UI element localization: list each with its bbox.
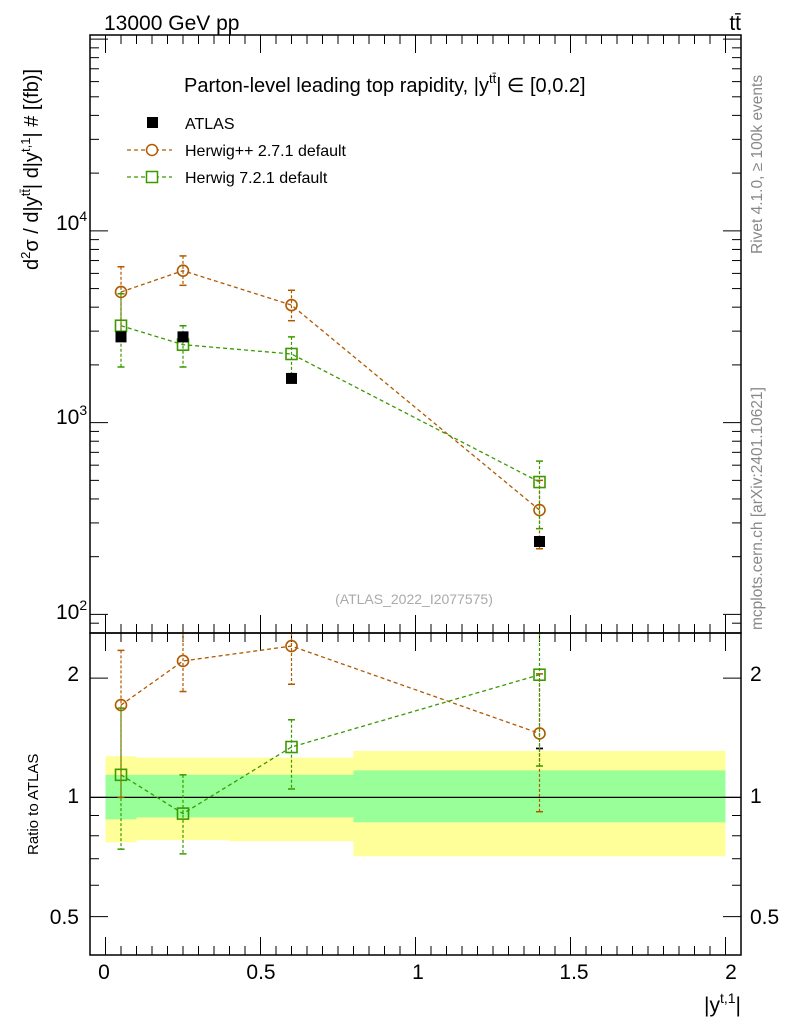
legend-marker-atlas bbox=[147, 117, 158, 128]
x-tick-label-1: 1 bbox=[412, 961, 424, 984]
mcplots-label: mcplots.cern.ch [arXiv:2401.10621] bbox=[749, 387, 766, 630]
legend-label-herwig7: Herwig 7.2.1 default bbox=[185, 170, 328, 187]
ratio-frame bbox=[89, 632, 742, 956]
main-point-herwig-7-2-1-default bbox=[533, 475, 546, 489]
ratio-point-herwig-7-2-1-default bbox=[176, 807, 190, 820]
main-point-herwig-2-7-1-default bbox=[533, 503, 546, 517]
main-point-atlas bbox=[286, 372, 297, 384]
legend-label-atlas: ATLAS bbox=[185, 116, 235, 133]
ratio-y-tick-label-0.5-right: 0.5 bbox=[750, 906, 779, 929]
main-line-herwig-2-7-1-default bbox=[120, 269, 540, 511]
ratio-point-herwig-7-2-1-default bbox=[114, 768, 128, 782]
x-tick-label-2: 2 bbox=[725, 961, 737, 984]
ratio-point-herwig-2-7-1-default bbox=[176, 654, 190, 668]
ratio-panel: 2 1 0.5 2 1 0.5 Ratio to ATLAS 0 0.5 1 1… bbox=[25, 632, 779, 1017]
analysis-watermark: (ATLAS_2022_I2077575) bbox=[335, 591, 493, 607]
energy-label: 13000 GeV pp bbox=[104, 12, 239, 35]
legend-marker-herwigpp bbox=[145, 143, 159, 157]
legend-label-herwigpp: Herwig++ 2.7.1 default bbox=[185, 143, 347, 160]
y-tick-label-100: 102 bbox=[56, 597, 87, 624]
ratio-line-herwig-7-2-1-default bbox=[120, 674, 540, 815]
x-tick-label-0: 0 bbox=[98, 961, 110, 984]
x-tick-label-1.5: 1.5 bbox=[559, 961, 588, 984]
chart-title: Parton-level leading top rapidity, |ytt̄… bbox=[184, 71, 586, 97]
main-panel: 104 103 102 d2σ / d|ytt̄| d|yt,1| # [(fb… bbox=[18, 34, 742, 750]
x-tick-label-0.5: 0.5 bbox=[246, 961, 275, 984]
legend: ATLAS Herwig++ 2.7.1 default Herwig 7.2.… bbox=[127, 116, 347, 187]
ratio-y-tick-label-1-right: 1 bbox=[750, 785, 762, 808]
y-tick-label-10000: 104 bbox=[56, 208, 87, 235]
ratio-y-tick-label-1: 1 bbox=[67, 785, 79, 808]
main-point-herwig-7-2-1-default bbox=[114, 319, 128, 333]
ratio-point-herwig-7-2-1-default bbox=[285, 740, 298, 754]
ratio-y-tick-label-2: 2 bbox=[67, 663, 79, 686]
main-point-atlas bbox=[177, 331, 189, 343]
main-point-herwig-2-7-1-default bbox=[114, 285, 128, 299]
main-y-axis-label: d2σ / d|ytt̄| d|yt,1| # [(fb)] bbox=[18, 69, 43, 270]
y-tick-label-1000: 103 bbox=[56, 402, 87, 429]
main-point-atlas bbox=[115, 331, 127, 343]
main-point-atlas bbox=[534, 535, 545, 547]
x-axis-label: |yt,1| bbox=[704, 990, 741, 1017]
ratio-y-axis-label: Ratio to ATLAS bbox=[25, 754, 42, 855]
ratio-y-tick-label-2-right: 2 bbox=[750, 663, 762, 686]
ratio-axis-ticks bbox=[90, 633, 741, 955]
ratio-uncertainty-bands bbox=[90, 750, 741, 857]
main-series-layer bbox=[114, 255, 546, 750]
main-point-herwig-2-7-1-default bbox=[285, 298, 298, 312]
main-point-herwig-7-2-1-default bbox=[285, 347, 298, 361]
main-line-herwig-7-2-1-default bbox=[120, 325, 540, 483]
ratio-point-herwig-2-7-1-default bbox=[285, 639, 298, 653]
rivet-label: Rivet 4.1.0, ≥ 100k events bbox=[749, 75, 766, 254]
ratio-y-tick-label-0.5: 0.5 bbox=[50, 906, 79, 929]
main-point-herwig-2-7-1-default bbox=[176, 264, 190, 277]
legend-marker-herwig7 bbox=[145, 170, 159, 184]
ratio-line-herwig-2-7-1-default bbox=[120, 645, 540, 735]
process-label: tt̄ bbox=[729, 12, 741, 35]
main-axis-ticks bbox=[90, 35, 741, 634]
ratio-point-herwig-7-2-1-default bbox=[533, 668, 546, 682]
